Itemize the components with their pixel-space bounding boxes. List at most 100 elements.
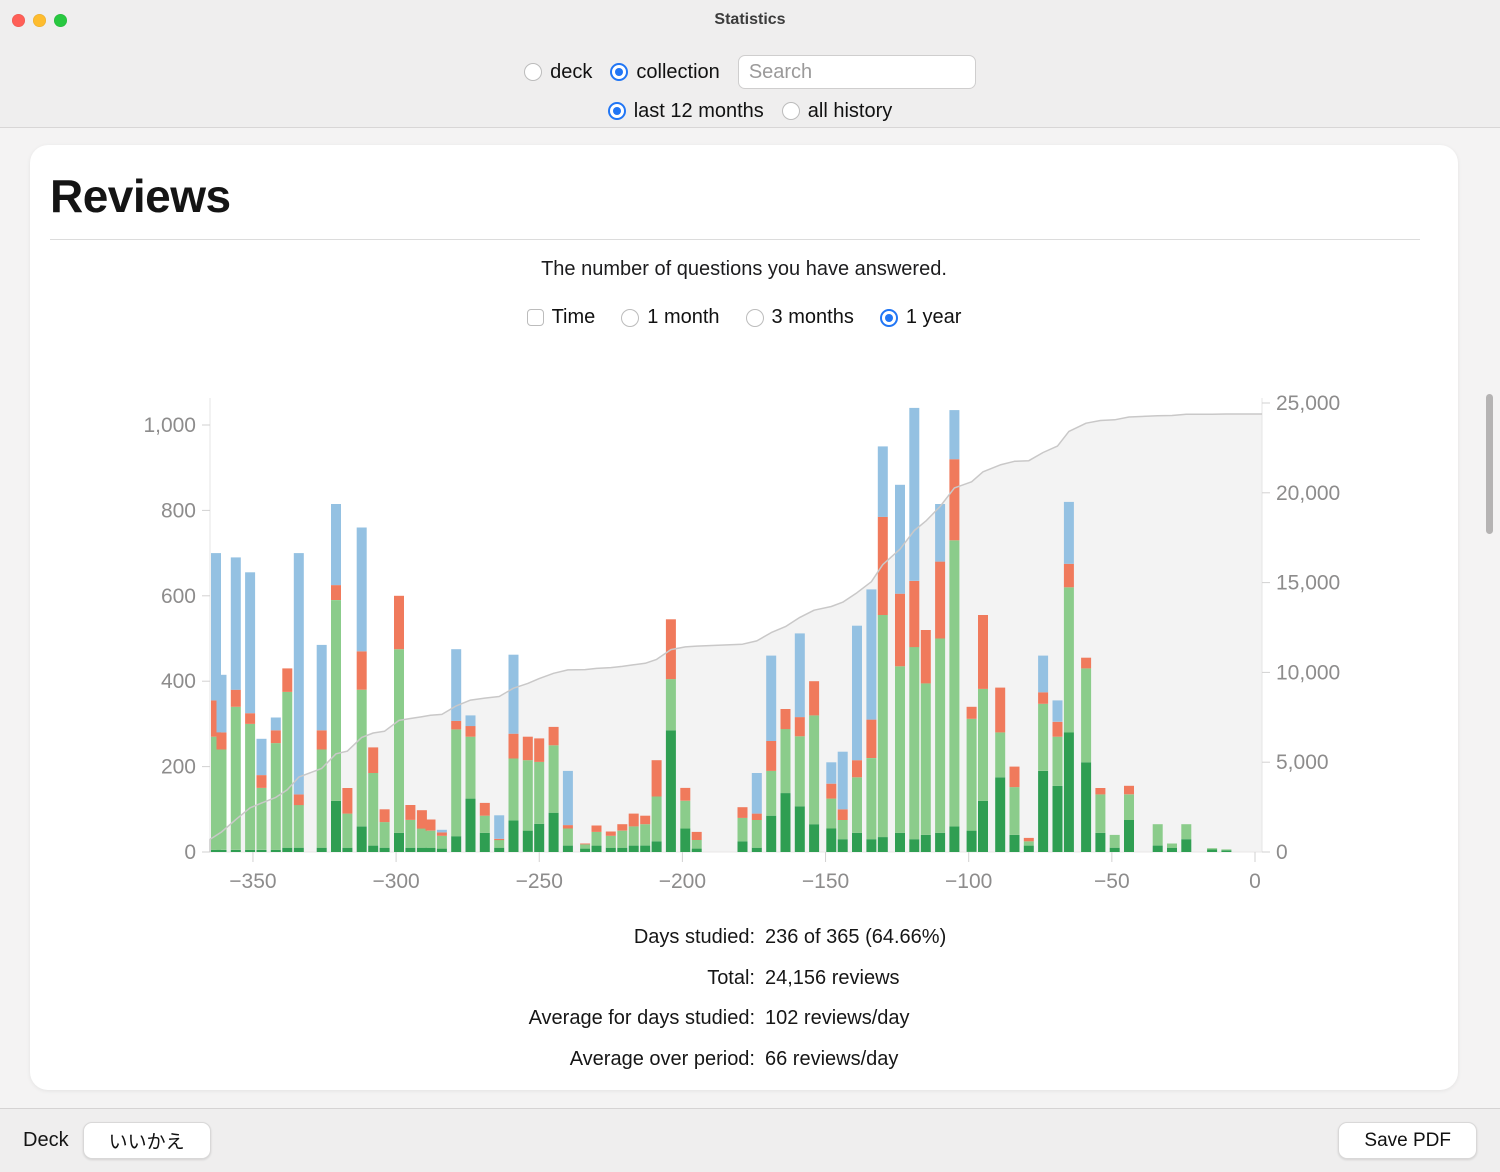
- period-1-year-radio[interactable]: [879, 308, 898, 327]
- bar-segment-young: [508, 758, 519, 821]
- range-last-12-months-option[interactable]: last 12 months: [607, 100, 764, 123]
- bar-segment-mature: [465, 798, 476, 852]
- period-1-month-option[interactable]: 1 month: [621, 306, 720, 329]
- bar-segment-young: [691, 840, 702, 849]
- bar-segment-mature: [548, 812, 559, 852]
- all-history-radio[interactable]: [781, 102, 800, 120]
- time-checkbox[interactable]: [526, 309, 544, 326]
- bar-segment-young: [1167, 843, 1177, 848]
- bottom-bar: Deck いいかえ Save PDF: [0, 1108, 1500, 1172]
- period-1-month-radio[interactable]: [621, 308, 640, 327]
- bar-segment-young: [1152, 824, 1163, 846]
- bar-segment-relearn: [909, 580, 920, 648]
- minimize-button[interactable]: [33, 13, 46, 27]
- bar-segment-young: [425, 830, 436, 848]
- bar-segment-young: [605, 835, 616, 848]
- review-bar: [691, 831, 702, 852]
- bar-segment-young: [809, 715, 820, 825]
- bar-segment-learn: [216, 674, 227, 733]
- bar-segment-mature: [211, 849, 221, 852]
- bar-segment-mature: [331, 800, 341, 852]
- bar-segment-young: [534, 761, 545, 824]
- review-bar: [436, 829, 447, 852]
- bar-segment-relearn: [508, 733, 519, 759]
- bar-segment-young: [1181, 824, 1192, 840]
- bar-segment-learn: [949, 410, 960, 460]
- x-axis-tick-label: −200: [659, 870, 706, 893]
- bar-segment-young: [479, 815, 490, 833]
- scope-collection-option[interactable]: collection: [610, 61, 720, 84]
- bar-segment-young: [895, 666, 905, 833]
- bar-segment-young: [751, 820, 762, 848]
- search-input[interactable]: [737, 55, 976, 89]
- left-axis-tick-label: 600: [161, 585, 196, 608]
- review-bar: [508, 654, 519, 852]
- bar-segment-relearn: [416, 810, 427, 829]
- bar-segment-young: [451, 729, 462, 837]
- bar-segment-relearn: [436, 832, 447, 836]
- range-all-history-option[interactable]: all history: [781, 100, 892, 123]
- period-3-months-option[interactable]: 3 months: [745, 306, 854, 329]
- window-title: Statistics: [714, 11, 786, 28]
- bar-segment-learn: [331, 504, 341, 586]
- review-bar: [216, 674, 227, 852]
- bar-segment-relearn: [494, 838, 505, 841]
- bar-segment-relearn: [640, 815, 651, 825]
- bar-segment-relearn: [1063, 563, 1074, 588]
- stat-label: Average over period:: [569, 1047, 755, 1070]
- vertical-scrollbar-thumb[interactable]: [1486, 394, 1493, 534]
- bar-segment-mature: [737, 841, 748, 852]
- bar-segment-learn: [436, 829, 447, 833]
- bar-segment-young: [465, 736, 476, 799]
- last-12-months-radio[interactable]: [607, 102, 626, 120]
- time-option[interactable]: Time: [526, 306, 595, 329]
- period-3-months-radio[interactable]: [745, 308, 764, 327]
- review-bar: [270, 717, 281, 852]
- save-pdf-button[interactable]: Save PDF: [1338, 1122, 1477, 1159]
- bar-segment-young: [494, 840, 505, 848]
- stat-label: Days studied:: [633, 926, 755, 948]
- bar-segment-relearn: [394, 595, 404, 650]
- bar-segment-relearn: [379, 809, 390, 823]
- review-bar: [1167, 843, 1177, 852]
- bar-segment-relearn: [293, 794, 304, 806]
- stat-days-studied: Days studied: 236 of 365 (64.66%): [30, 917, 1458, 958]
- review-bar: [617, 824, 628, 852]
- deck-label: Deck: [23, 1129, 69, 1151]
- bar-segment-learn: [356, 527, 367, 652]
- bar-segment-relearn: [780, 709, 791, 730]
- bar-segment-young: [617, 830, 628, 848]
- bar-segment-learn: [245, 572, 256, 714]
- stat-label: Total:: [707, 966, 755, 989]
- window-titlebar: Statistics: [0, 0, 1500, 40]
- review-bar: [316, 644, 327, 852]
- bar-segment-relearn: [920, 630, 931, 684]
- bar-segment-young: [1063, 587, 1074, 733]
- period-3-months-label: 3 months: [771, 306, 854, 328]
- bar-segment-relearn: [591, 825, 602, 832]
- collection-radio[interactable]: [610, 63, 629, 81]
- bar-segment-learn: [852, 625, 862, 761]
- bar-segment-young: [1221, 849, 1232, 851]
- bar-segment-young: [1038, 703, 1049, 771]
- bar-segment-mature: [534, 823, 545, 852]
- bar-segment-mature: [794, 806, 805, 852]
- review-bar: [342, 788, 353, 852]
- bar-segment-relearn: [605, 831, 616, 836]
- bar-segment-relearn: [479, 802, 490, 816]
- deck-radio[interactable]: [524, 63, 543, 81]
- review-bar: [794, 633, 805, 852]
- bar-segment-relearn: [342, 788, 353, 814]
- scope-deck-option[interactable]: deck: [524, 61, 592, 84]
- left-axis-tick-label: 0: [184, 841, 196, 864]
- reviews-stats: Days studied: 236 of 365 (64.66%) Total:…: [30, 917, 1458, 1079]
- bar-segment-relearn: [1023, 837, 1034, 842]
- bar-segment-learn: [451, 649, 462, 721]
- bar-segment-mature: [866, 839, 877, 852]
- bar-segment-mature: [342, 847, 353, 852]
- period-1-year-option[interactable]: 1 year: [879, 306, 961, 329]
- close-button[interactable]: [12, 13, 25, 27]
- zoom-button[interactable]: [54, 13, 67, 27]
- review-bar: [909, 407, 920, 852]
- deck-name-button[interactable]: いいかえ: [82, 1122, 211, 1159]
